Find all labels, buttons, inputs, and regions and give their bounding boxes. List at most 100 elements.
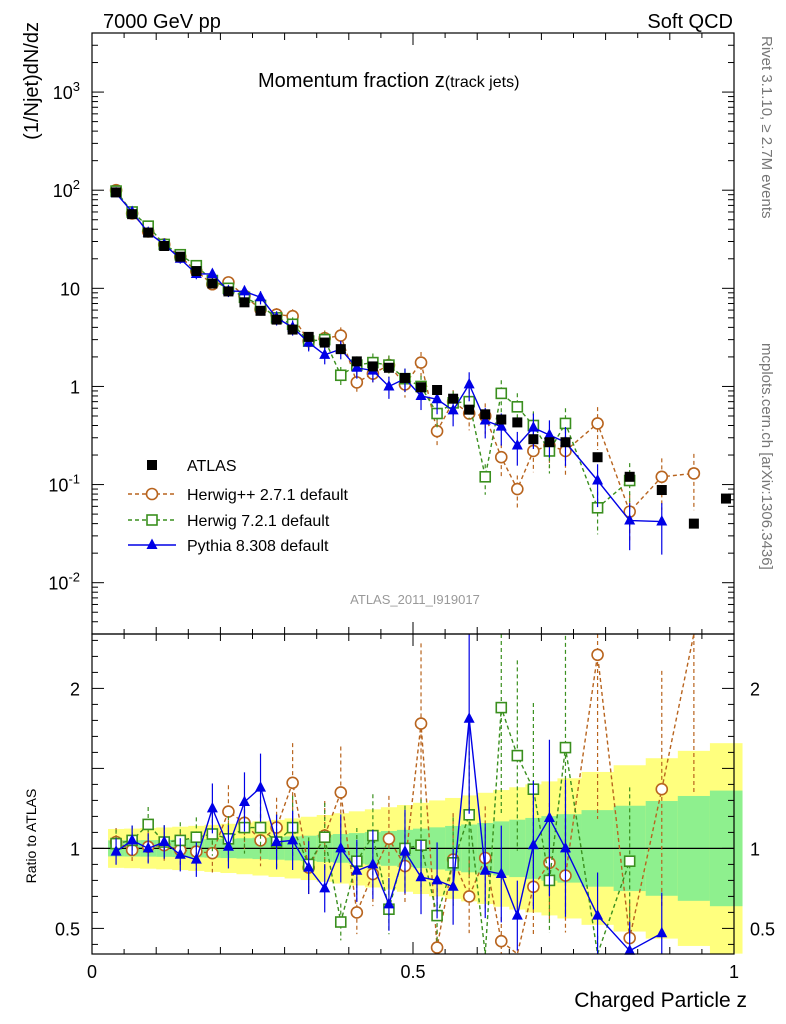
atlas-point bbox=[544, 437, 555, 448]
pythia8-point bbox=[527, 421, 539, 432]
ratio-herwig7-point bbox=[495, 701, 508, 714]
chart-title-sub: (track jets) bbox=[445, 74, 520, 91]
atlas-point bbox=[464, 404, 475, 415]
atlas-point bbox=[399, 372, 410, 383]
pythia8-point bbox=[415, 389, 427, 400]
ratio-herwig7-point bbox=[254, 821, 267, 834]
x-tick-label: 1 bbox=[729, 962, 739, 982]
ratio-pythia8-point bbox=[447, 880, 459, 891]
ratio-pythia8-group bbox=[110, 634, 668, 955]
y-tick-label-bottom-right: 2 bbox=[750, 679, 760, 699]
analysis-id: ATLAS_2011_I919017 bbox=[350, 592, 480, 607]
y-axis-label-bottom: Ratio to ATLAS bbox=[23, 789, 39, 884]
ratio-pythia8-point bbox=[367, 857, 379, 869]
pythia8-point bbox=[351, 361, 363, 372]
herwigpp-point bbox=[334, 329, 348, 342]
rivet-label: Rivet 3.1.10, ≥ 2.7M events bbox=[758, 36, 775, 219]
x-tick-label: 0.5 bbox=[400, 962, 425, 982]
pythia8-point bbox=[511, 439, 523, 450]
atlas-point bbox=[223, 286, 234, 297]
ratio-pythia8-point bbox=[431, 873, 443, 885]
atlas-point bbox=[416, 382, 427, 393]
pythia8-point bbox=[463, 377, 475, 389]
atlas-point bbox=[111, 187, 122, 198]
y-tick-label-top: 1 bbox=[70, 377, 80, 397]
ratio-pythia8-point bbox=[399, 845, 411, 856]
atlas-point bbox=[191, 266, 202, 277]
y-tick-label-top: 10 bbox=[60, 279, 80, 299]
ratio-pythia8-point bbox=[415, 870, 427, 882]
axes-layer: 0 0.5 1 10-2 10-1 1 10 102 103 0.5 0.5 1 1 2 2 bbox=[48, 32, 775, 982]
legend-label: Pythia 8.308 default bbox=[187, 538, 329, 555]
ratio-pythia8-point bbox=[543, 811, 555, 822]
y-tick-label-top: 10-1 bbox=[48, 472, 80, 496]
ratio-herwig7-point bbox=[190, 831, 203, 844]
atlas-point bbox=[239, 297, 250, 308]
ratio-pythia8-point bbox=[142, 841, 154, 853]
ratio-herwig7-point bbox=[334, 916, 347, 928]
ratio-herwigpp-point bbox=[430, 941, 444, 954]
atlas-point bbox=[127, 209, 138, 220]
atlas-point bbox=[351, 356, 362, 367]
ratio-pythia8-point bbox=[190, 853, 202, 864]
pythia8-point bbox=[206, 267, 218, 278]
pythia8-point bbox=[319, 348, 331, 359]
ratio-herwig7-point bbox=[142, 818, 154, 831]
ratio-herwigpp-point bbox=[462, 890, 476, 903]
ratio-pythia8-line bbox=[115, 718, 663, 952]
x-axis-label: Charged Particle z bbox=[574, 989, 747, 1012]
pythia8-point bbox=[238, 284, 250, 296]
ratio-pythia8-point bbox=[287, 833, 299, 845]
atlas-point bbox=[271, 314, 282, 325]
ratio-herwigpp-line bbox=[115, 633, 695, 956]
herwig7-point bbox=[511, 401, 524, 413]
atlas-point bbox=[383, 362, 394, 373]
y-tick-label-bottom-right: 0.5 bbox=[750, 919, 775, 939]
y-tick-label-top: 102 bbox=[53, 177, 80, 201]
header-right: Soft QCD bbox=[647, 11, 733, 33]
herwig7-point bbox=[495, 387, 508, 400]
atlas-point bbox=[688, 518, 699, 529]
legend: ATLAS Herwig++ 2.7.1 default Herwig 7.2.1 … bbox=[128, 458, 349, 555]
ratio-pythia8-point bbox=[255, 781, 267, 792]
ratio-pythia8-point bbox=[351, 864, 363, 875]
y-tick-label-top: 103 bbox=[53, 79, 80, 103]
ratio-herwig7-point bbox=[511, 749, 524, 762]
atlas-point bbox=[207, 278, 218, 289]
herwigpp-point bbox=[494, 450, 508, 464]
atlas-point bbox=[512, 417, 523, 428]
ratio-pythia8-point bbox=[559, 841, 571, 853]
ratio-pythia8-point bbox=[271, 835, 283, 846]
legend-label: ATLAS bbox=[187, 458, 237, 475]
ratio-pythia8-point bbox=[110, 845, 122, 856]
ratio-pythia8-point bbox=[463, 712, 475, 723]
atlas-point bbox=[496, 414, 507, 425]
series-layer bbox=[109, 183, 731, 956]
ratio-herwigpp-point bbox=[334, 786, 348, 799]
pythia8-point bbox=[624, 514, 636, 525]
ratio-pythia8-point bbox=[206, 801, 218, 813]
atlas-group bbox=[111, 187, 731, 529]
ratio-pythia8-point bbox=[126, 833, 138, 845]
ratio-herwig7-point bbox=[623, 855, 636, 868]
atlas-point bbox=[720, 493, 731, 504]
ratio-pythia8-point bbox=[624, 944, 636, 955]
pythia8-point bbox=[255, 290, 267, 302]
y-tick-label-bottom-left: 0.5 bbox=[55, 919, 80, 939]
atlas-point bbox=[303, 331, 314, 342]
header-left: 7000 GeV pp bbox=[103, 11, 221, 33]
legend-label: Herwig 7.2.1 default bbox=[187, 513, 330, 530]
ratio-pythia8-point bbox=[495, 867, 507, 878]
legend-marker bbox=[146, 514, 158, 526]
ratio-herwig7-point bbox=[559, 741, 572, 754]
atlas-point bbox=[432, 384, 443, 395]
herwig7-point bbox=[559, 417, 572, 430]
ratio-pythia8-point bbox=[592, 909, 604, 920]
x-tick-label: 0 bbox=[87, 962, 97, 982]
pythia8-point bbox=[543, 428, 555, 440]
legend-marker bbox=[147, 460, 157, 470]
herwigpp-point bbox=[591, 417, 604, 430]
ratio-pythia8-point bbox=[511, 909, 523, 920]
y-tick-label-bottom-left: 1 bbox=[70, 839, 80, 859]
